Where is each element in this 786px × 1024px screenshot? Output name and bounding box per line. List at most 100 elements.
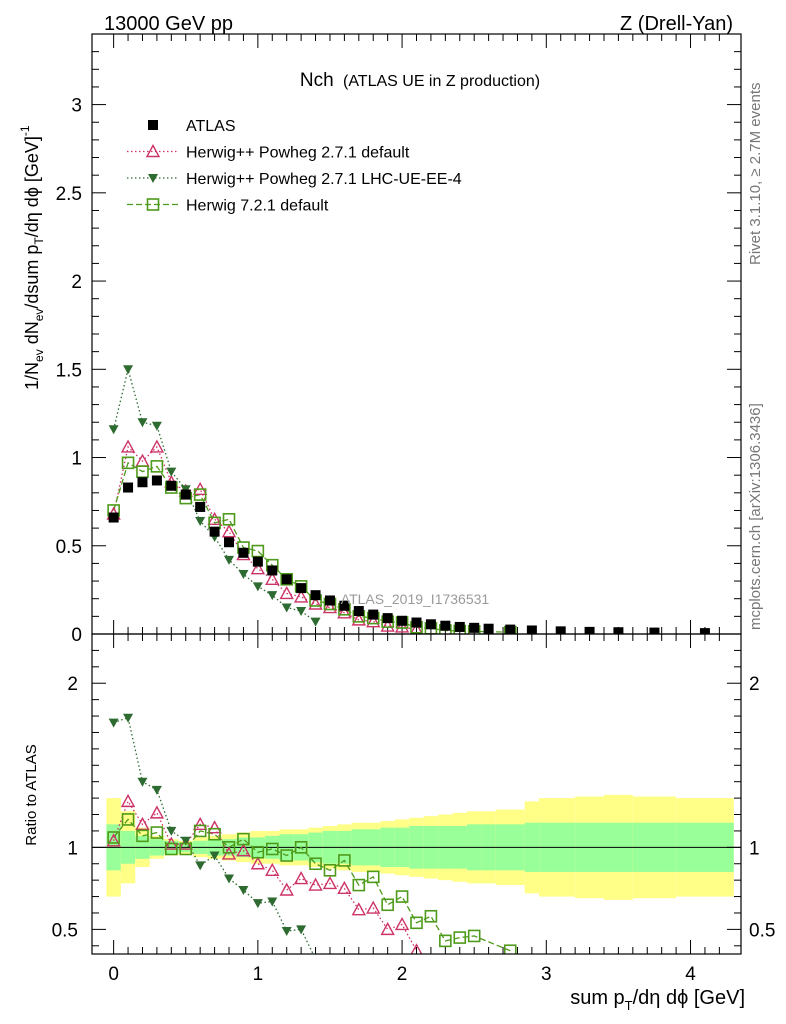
atlas-point	[151, 475, 162, 486]
series-point-ratio	[224, 874, 235, 884]
series-point-ratio	[311, 955, 321, 964]
legend-label: ATLAS	[186, 118, 236, 135]
series-point-main	[149, 439, 165, 453]
tick-labels: 0 1 2 3 4 0 0.5 1 1.5 2 2.5 3 0.5 0.5 1 1 2 2	[52, 96, 776, 985]
series-point-main	[394, 619, 410, 633]
y-axis-title: 1/Nev dNev/dsum pT/dη dϕ [GeV]-1	[18, 125, 46, 390]
series-point-ratio	[237, 832, 250, 846]
x-tick-label: 1	[253, 964, 264, 985]
atlas-point	[469, 622, 480, 633]
legend-marker	[146, 198, 160, 211]
series-point-ratio	[107, 831, 120, 844]
x-tick-label: 0	[108, 964, 119, 985]
series-point-main	[267, 591, 278, 601]
series-point-ratio	[121, 813, 135, 826]
series-point-ratio	[337, 880, 352, 895]
atlas-point	[180, 489, 191, 500]
ratio-tick-label: 2	[67, 674, 78, 695]
atlas-point	[108, 512, 119, 523]
header-left-label: 13000 GeV pp	[104, 13, 233, 35]
atlas-point	[649, 627, 660, 634]
series-point-ratio	[136, 829, 149, 843]
main-markers	[106, 365, 710, 634]
ratio-tick-label-right: 1	[749, 838, 760, 859]
ratio-tick-label: 1	[67, 838, 78, 859]
series-point-ratio	[280, 849, 294, 862]
atlas-point	[397, 615, 408, 626]
series-point-main	[251, 544, 265, 558]
x-tick-label: 2	[397, 964, 408, 985]
ratio-tick-label-right: 2	[749, 674, 760, 695]
series-point-main	[380, 618, 395, 632]
series-point-main	[281, 603, 292, 613]
series-point-main	[265, 571, 280, 585]
series-point-main	[222, 512, 236, 526]
series-point-ratio	[439, 934, 452, 948]
atlas-point	[382, 613, 393, 624]
x-axis-title: sum pT/dη dϕ [GeV]	[570, 987, 745, 1013]
ratio-tick-label: 0.5	[52, 920, 78, 941]
rivet-label: Rivet 3.1.10, ≥ 2.7M events	[747, 83, 764, 266]
series-point-main	[195, 517, 206, 527]
series-point-main	[280, 572, 294, 586]
series-point-ratio	[236, 843, 251, 857]
series-point-main	[366, 614, 381, 628]
atlas-point	[267, 565, 278, 576]
series-point-ratio	[207, 820, 222, 834]
series-point-main	[121, 456, 135, 470]
series-point-ratio	[180, 836, 191, 846]
y-tick-label: 2	[71, 272, 82, 293]
series-point-ratio	[503, 944, 517, 954]
series-point-main	[308, 596, 323, 610]
mcplots-label: mcplots.cern.ch [arXiv:1306.3436]	[747, 403, 764, 630]
series-point-main	[221, 524, 237, 538]
series-point-main	[238, 570, 249, 579]
series-point-main	[120, 439, 136, 453]
series-point-ratio	[366, 900, 381, 914]
atlas-point	[699, 628, 710, 634]
plot-title: Nch (ATLAS UE in Z production)	[300, 70, 540, 91]
series-point-ratio	[467, 929, 481, 943]
series-point-main	[293, 589, 309, 603]
series-point-main	[322, 600, 338, 614]
atlas-point	[411, 617, 422, 628]
ratio-tick-label-right: 0.5	[749, 920, 775, 941]
series-point-ratio	[120, 793, 136, 808]
series-point-ratio	[108, 718, 119, 728]
legend: ATLAS Herwig++ Powheg 2.7.1 default Herwig…	[127, 118, 462, 215]
series-point-main	[166, 467, 177, 477]
series-point-main	[410, 622, 423, 634]
series-point-ratio	[149, 805, 165, 819]
x-tick-label: 4	[685, 964, 696, 985]
header-right-label: Z (Drell-Yan)	[620, 13, 733, 35]
series-point-ratio	[322, 875, 338, 890]
series-point-ratio	[323, 864, 337, 877]
series-point-ratio	[395, 890, 409, 903]
atlas-point	[296, 583, 307, 594]
ratio-plot-frame	[91, 633, 742, 955]
series-point-main	[250, 561, 266, 575]
legend-marker	[145, 144, 161, 158]
series-point-ratio	[137, 777, 148, 787]
series-point-ratio	[279, 882, 294, 896]
atlas-point	[555, 626, 566, 634]
series-point-ratio	[193, 824, 207, 838]
series-point-main	[207, 511, 222, 525]
series-point-ratio	[238, 886, 249, 895]
series-point-main	[337, 605, 352, 619]
atlas-point	[339, 600, 350, 611]
series-point-ratio	[410, 916, 423, 930]
series-point-ratio	[106, 833, 121, 847]
atlas-point	[137, 477, 148, 488]
series-point-main	[150, 460, 164, 473]
series-point-ratio	[222, 841, 236, 854]
series-point-ratio	[192, 816, 208, 831]
atlas-point	[483, 623, 494, 634]
atlas-point	[526, 625, 537, 634]
series-point-ratio	[265, 842, 279, 856]
atlas-point	[505, 624, 516, 634]
series-point-ratio	[165, 842, 178, 856]
series-point-ratio	[151, 785, 162, 795]
series-point-ratio	[352, 878, 366, 892]
